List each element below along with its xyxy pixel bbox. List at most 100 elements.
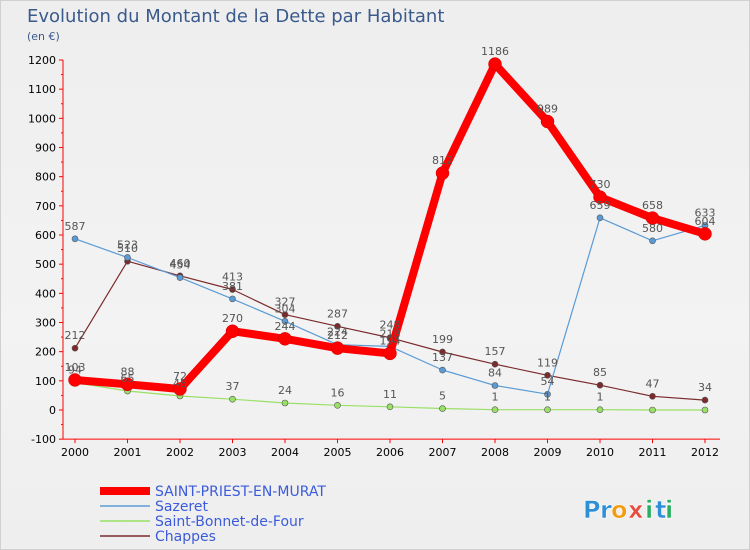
- data-label: 72: [173, 370, 187, 383]
- data-point: [439, 348, 446, 356]
- data-point: [334, 402, 341, 409]
- data-point: [229, 286, 236, 293]
- data-label: 1: [544, 391, 551, 404]
- data-point: [596, 381, 604, 389]
- x-tick-label: 2010: [586, 446, 614, 459]
- data-point: [229, 295, 236, 303]
- data-label: 413: [222, 271, 243, 284]
- data-label: 103: [65, 361, 86, 374]
- x-tick-label: 2000: [61, 446, 89, 459]
- data-label: 5: [439, 390, 446, 403]
- data-point: [334, 322, 341, 330]
- data-label: 157: [485, 345, 506, 358]
- data-label: 65: [121, 372, 135, 385]
- data-label: 84: [488, 366, 502, 379]
- data-point: [544, 390, 551, 398]
- data-point: [488, 57, 502, 71]
- data-point: [173, 382, 187, 396]
- legend-item[interactable]: Chappes: [100, 529, 216, 545]
- legend[interactable]: SAINT-PRIEST-EN-MURATSazeretSaint-Bonnet…: [100, 484, 326, 545]
- data-point: [71, 344, 79, 352]
- y-tick-label: 500: [35, 258, 56, 271]
- data-label: 94: [68, 364, 82, 377]
- data-point: [701, 396, 709, 404]
- y-tick-label: 0: [49, 404, 56, 417]
- data-labels: 212 510 460 413 327 287 248 199 157 119 85 47 34 587 5…: [65, 45, 716, 404]
- y-tick-label: 800: [35, 171, 56, 184]
- data-label: 304: [275, 302, 296, 315]
- data-label: 454: [170, 259, 191, 272]
- data-label: 1: [597, 391, 604, 404]
- data-label: 34: [698, 381, 712, 394]
- data-point: [68, 373, 82, 387]
- y-tick-label: 900: [35, 141, 56, 154]
- data-label: 989: [537, 103, 558, 116]
- series-sazeret: [71, 214, 709, 398]
- series-saint-priest-en-murat: [68, 57, 712, 396]
- data-label: 812: [432, 154, 453, 167]
- data-label: 580: [642, 222, 663, 235]
- data-label: 137: [432, 351, 453, 364]
- data-point: [229, 395, 236, 403]
- y-tick-label: 200: [35, 346, 56, 359]
- legend-label: Saint-Bonnet-de-Four: [155, 514, 304, 530]
- data-label: 119: [537, 356, 558, 369]
- data-label: 37: [226, 380, 240, 393]
- data-point: [281, 311, 289, 318]
- legend-item[interactable]: Saint-Bonnet-de-Four: [100, 514, 304, 530]
- data-label: 218: [380, 327, 401, 340]
- data-label: 54: [541, 375, 555, 388]
- data-point: [540, 114, 555, 129]
- data-label: 199: [432, 333, 453, 346]
- data-label: 327: [275, 296, 296, 309]
- data-label: 460: [170, 257, 191, 270]
- data-label: 604: [695, 215, 716, 228]
- logo-letter: i: [645, 496, 653, 524]
- data-point: [544, 406, 551, 414]
- data-point: [596, 214, 604, 222]
- x-tick-label: 2008: [481, 446, 509, 459]
- series-layer: [68, 57, 712, 414]
- y-tick-label: 300: [35, 316, 56, 329]
- data-point: [645, 211, 660, 225]
- x-tick-label: 2005: [324, 446, 352, 459]
- data-label: 16: [331, 386, 345, 399]
- x-tick-label: 2001: [114, 446, 142, 459]
- legend-label: Chappes: [155, 529, 216, 545]
- data-point: [698, 227, 712, 241]
- data-point: [596, 406, 604, 414]
- legend-label: Sazeret: [155, 499, 208, 515]
- y-tick-label: 400: [35, 287, 56, 300]
- data-point: [330, 341, 345, 355]
- legend-item[interactable]: Sazeret: [100, 499, 208, 515]
- data-label: 47: [646, 377, 660, 390]
- data-label: 730: [590, 178, 611, 191]
- data-point: [701, 406, 709, 414]
- data-point: [435, 166, 450, 180]
- legend-label: SAINT-PRIEST-EN-MURAT: [155, 484, 326, 500]
- data-label: 510: [117, 242, 138, 255]
- data-label: 194: [380, 334, 401, 347]
- data-point: [544, 371, 551, 379]
- y-tick-label: 700: [35, 200, 56, 213]
- y-tick-label: 1000: [28, 112, 56, 125]
- legend-item[interactable]: SAINT-PRIEST-EN-MURAT: [100, 484, 326, 500]
- data-label: 85: [593, 366, 607, 379]
- data-label: 212: [327, 329, 348, 342]
- x-tick-label: 2004: [271, 446, 299, 459]
- data-label: 587: [65, 220, 86, 233]
- x-tick-label: 2002: [166, 446, 194, 459]
- x-tick-label: 2012: [691, 446, 719, 459]
- data-point: [649, 237, 656, 245]
- data-label: 658: [642, 199, 663, 212]
- x-tick-label: 2007: [429, 446, 457, 459]
- axes: -100 0 100 200 300 400 500 600 700 800 900 1000 1100…: [28, 54, 720, 459]
- data-point: [176, 274, 184, 281]
- data-point: [278, 332, 292, 346]
- data-point: [649, 392, 656, 400]
- y-tick-label: 1100: [28, 83, 56, 96]
- logo-letter: r: [600, 496, 612, 524]
- series-line: [74, 217, 706, 395]
